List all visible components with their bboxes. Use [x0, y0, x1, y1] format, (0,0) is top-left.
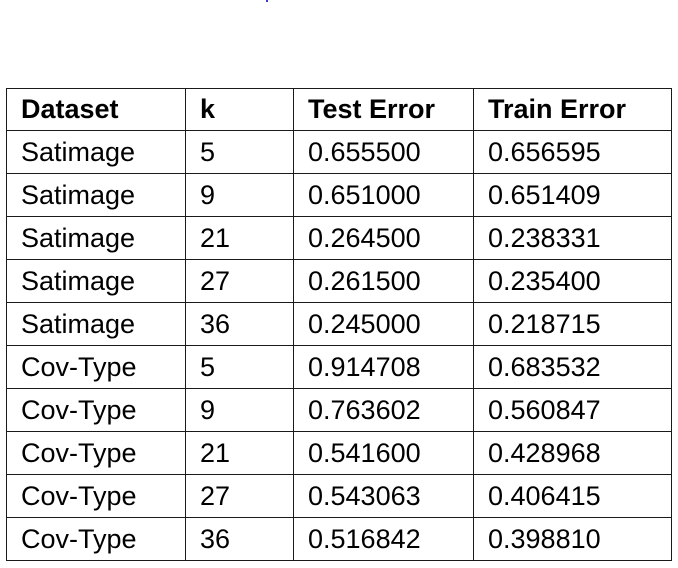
results-table: Dataset k Test Error Train Error Satimag… [6, 88, 672, 561]
cell-dataset: Satimage [6, 216, 186, 260]
table-row: Cov-Type 9 0.763602 0.560847 [6, 388, 672, 432]
cell-test-error: 0.651000 [293, 173, 474, 217]
cell-k: 9 [185, 173, 294, 217]
header-test-error: Test Error [293, 88, 474, 131]
cell-test-error: 0.264500 [293, 216, 474, 260]
cell-test-error: 0.763602 [293, 388, 474, 432]
cell-train-error: 0.238331 [473, 216, 672, 260]
cell-dataset: Cov-Type [6, 345, 186, 389]
cell-k: 9 [185, 388, 294, 432]
cell-test-error: 0.655500 [293, 130, 474, 174]
cell-k: 36 [185, 517, 294, 561]
table-header-row: Dataset k Test Error Train Error [6, 88, 672, 131]
cell-dataset: Cov-Type [6, 517, 186, 561]
table-row: Satimage 5 0.655500 0.656595 [6, 130, 672, 174]
cell-dataset: Satimage [6, 173, 186, 217]
cell-train-error: 0.683532 [473, 345, 672, 389]
cell-k: 21 [185, 216, 294, 260]
cell-train-error: 0.656595 [473, 130, 672, 174]
cell-k: 36 [185, 302, 294, 346]
cell-k: 5 [185, 130, 294, 174]
cell-dataset: Satimage [6, 259, 186, 303]
cell-train-error: 0.235400 [473, 259, 672, 303]
cell-test-error: 0.914708 [293, 345, 474, 389]
cell-k: 27 [185, 259, 294, 303]
cell-test-error: 0.261500 [293, 259, 474, 303]
cell-dataset: Cov-Type [6, 474, 186, 518]
cell-dataset: Cov-Type [6, 431, 186, 475]
table-row: Cov-Type 27 0.543063 0.406415 [6, 474, 672, 518]
cell-train-error: 0.428968 [473, 431, 672, 475]
table-row: Satimage 21 0.264500 0.238331 [6, 216, 672, 260]
cell-train-error: 0.218715 [473, 302, 672, 346]
cell-dataset: Cov-Type [6, 388, 186, 432]
cell-test-error: 0.541600 [293, 431, 474, 475]
table-row: Satimage 36 0.245000 0.218715 [6, 302, 672, 346]
cell-test-error: 0.245000 [293, 302, 474, 346]
cell-train-error: 0.651409 [473, 173, 672, 217]
table-row: Cov-Type 21 0.541600 0.428968 [6, 431, 672, 475]
cell-k: 5 [185, 345, 294, 389]
table-row: Satimage 9 0.651000 0.651409 [6, 173, 672, 217]
table-row: Satimage 27 0.261500 0.235400 [6, 259, 672, 303]
cell-test-error: 0.516842 [293, 517, 474, 561]
cell-dataset: Satimage [6, 130, 186, 174]
cell-k: 21 [185, 431, 294, 475]
cell-k: 27 [185, 474, 294, 518]
cell-dataset: Satimage [6, 302, 186, 346]
cell-test-error: 0.543063 [293, 474, 474, 518]
cell-train-error: 0.398810 [473, 517, 672, 561]
table-row: Cov-Type 5 0.914708 0.683532 [6, 345, 672, 389]
table-row: Cov-Type 36 0.516842 0.398810 [6, 517, 672, 561]
header-k: k [185, 88, 294, 131]
header-train-error: Train Error [473, 88, 672, 131]
cell-train-error: 0.560847 [473, 388, 672, 432]
header-dataset: Dataset [6, 88, 186, 131]
stray-mark [266, 0, 268, 2]
cell-train-error: 0.406415 [473, 474, 672, 518]
